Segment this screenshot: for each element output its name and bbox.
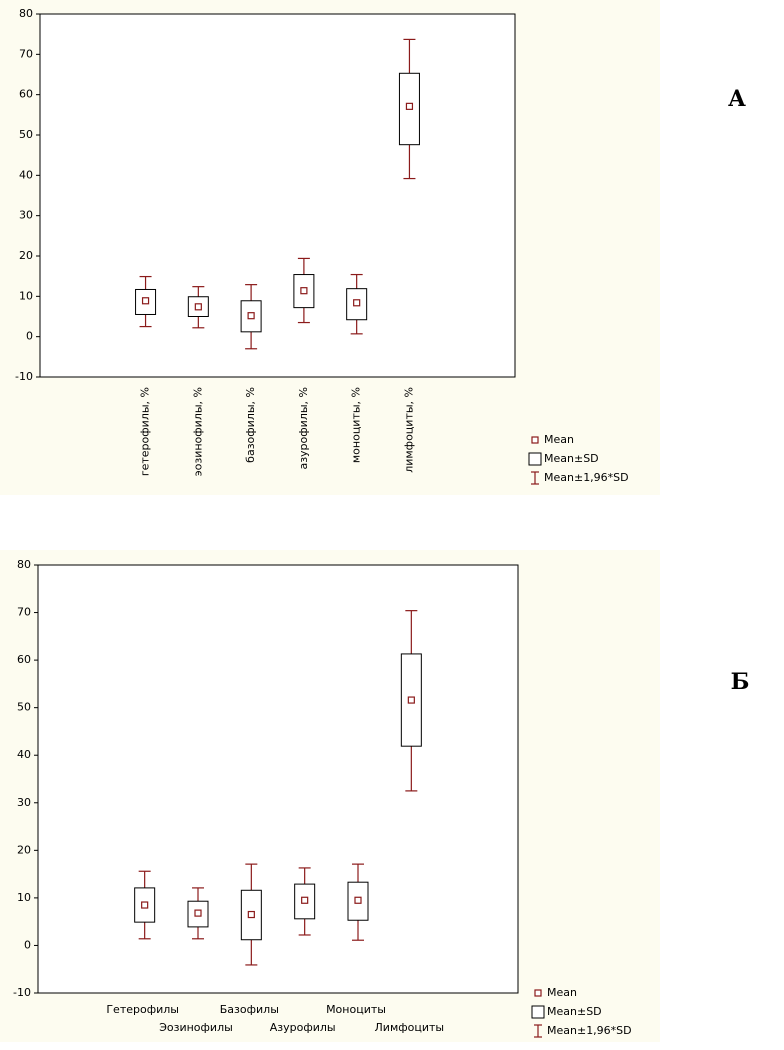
mean-marker [301,896,309,904]
mean-marker [141,901,149,909]
legend-label: Mean [547,986,577,999]
x-tick-label: эозинофилы, % [191,387,204,476]
mean-marker [405,102,414,110]
legend-mean-icon [531,436,539,444]
y-tick-label: 60 [19,88,33,101]
x-tick-label: азурофилы, % [297,387,310,470]
y-tick-label: 70 [17,606,31,619]
x-tick-label: базофилы, % [244,387,257,463]
x-tick-label: Эозинофилы [159,1021,233,1034]
y-tick-label: 10 [17,891,31,904]
mean-marker [194,303,202,311]
legend-label: Mean±SD [547,1005,602,1018]
mean-marker [194,909,202,917]
y-tick-label: 50 [19,128,33,141]
x-tick-label: Моноциты [326,1003,386,1016]
y-tick-label: 50 [17,701,31,714]
panel-label: Б [731,669,750,695]
y-tick-label: 0 [26,330,33,343]
y-tick-label: 70 [19,47,33,60]
y-tick-label: -10 [13,986,31,999]
mean-marker [407,696,415,704]
mean-marker [353,299,361,307]
y-tick-label: 20 [19,249,33,262]
y-tick-label: 30 [17,796,31,809]
y-tick-label: 80 [17,558,31,571]
mean-marker [141,297,150,305]
x-tick-label: лимфоциты, % [402,387,415,473]
x-tick-label: Базофилы [220,1003,279,1016]
legend-label: Mean±1,96*SD [544,471,629,484]
x-tick-label: Гетерофилы [106,1003,179,1016]
y-tick-label: 20 [17,843,31,856]
panel-label: А [728,86,746,112]
y-tick-label: 40 [17,748,31,761]
mean-marker [247,910,255,919]
y-tick-label: 40 [19,168,33,181]
y-tick-label: 10 [19,289,33,302]
y-tick-label: 0 [24,938,31,951]
mean-marker [354,896,362,904]
x-tick-label: Азурофилы [270,1021,336,1034]
plot-area [39,13,516,378]
y-tick-label: -10 [15,370,33,383]
x-tick-label: гетерофилы, % [139,387,152,476]
legend-box-icon [528,452,542,466]
legend-box-icon [531,1005,545,1019]
x-tick-label: моноциты, % [350,387,363,463]
x-tick-label: Лимфоциты [375,1021,445,1034]
mean-marker [247,312,255,320]
legend-mean-icon [534,989,542,997]
y-tick-label: 30 [19,209,33,222]
mean-marker [300,287,308,295]
y-tick-label: 80 [19,7,33,20]
legend-label: Mean±1,96*SD [547,1024,632,1037]
y-tick-label: 60 [17,653,31,666]
legend-label: Mean [544,433,574,446]
plot-area [37,564,519,994]
legend-label: Mean±SD [544,452,599,465]
